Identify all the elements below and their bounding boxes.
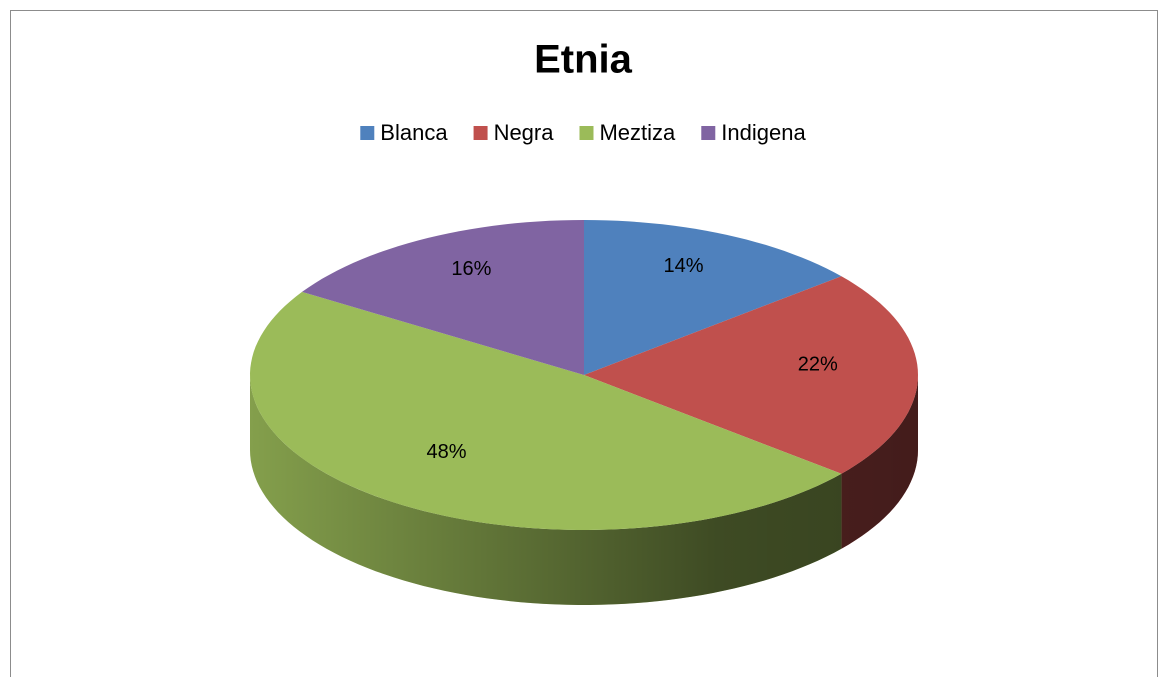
- legend-item: Blanca: [360, 120, 448, 145]
- legend-swatch: [579, 126, 594, 140]
- pie-slice: [584, 276, 918, 474]
- pie-slice: [584, 220, 842, 375]
- legend-item: Indigena: [701, 120, 806, 145]
- legend-label: Negra: [494, 120, 555, 145]
- data-label: 14%: [664, 255, 704, 277]
- legend-swatch: [360, 126, 375, 140]
- chart-frame: [10, 10, 1158, 677]
- legend-item: Meztiza: [579, 120, 676, 145]
- data-label: 16%: [451, 258, 491, 280]
- legend-swatch: [701, 126, 716, 140]
- legend-label: Meztiza: [599, 120, 676, 145]
- pie-slice: [250, 291, 842, 530]
- chart-title: Etnia: [534, 38, 633, 82]
- legend-label: Indigena: [721, 120, 806, 145]
- legend-label: Blanca: [380, 120, 448, 145]
- pie-slice: [302, 220, 584, 375]
- pie-side-shade: [250, 375, 842, 605]
- data-label: 22%: [798, 353, 838, 375]
- pie-side-shade: [841, 375, 918, 549]
- legend-item: Negra: [473, 120, 555, 145]
- data-label: 48%: [427, 441, 467, 463]
- legend-swatch: [473, 126, 488, 140]
